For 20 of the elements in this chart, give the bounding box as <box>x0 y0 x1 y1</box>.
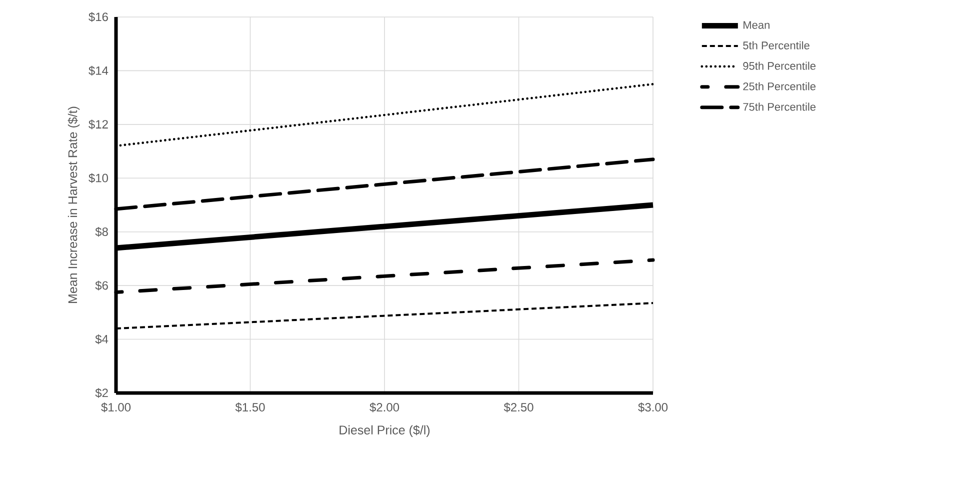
legend-label: 75th Percentile <box>743 102 816 111</box>
legend-label: 25th Percentile <box>743 82 816 90</box>
y-tick-label: $2 <box>95 388 108 398</box>
legend-label: Mean <box>744 21 770 29</box>
legend-label: 5th Percentile <box>743 41 810 50</box>
y-tick-label: $6 <box>95 280 108 290</box>
x-tick-label: $1.50 <box>235 402 265 412</box>
y-axis-title: Mean Increase in Harvest Rate ($/t) <box>68 106 80 303</box>
y-tick-label: $4 <box>95 334 108 344</box>
x-axis-title: Diesel Price ($/l) <box>340 425 430 437</box>
x-tick-label: $1.00 <box>101 402 131 412</box>
y-tick-label: $10 <box>88 173 108 183</box>
y-tick-label: $12 <box>88 120 108 130</box>
legend-label: 95th Percentile <box>743 62 816 70</box>
x-tick-label: $3.00 <box>638 402 668 412</box>
y-tick-label: $8 <box>95 226 108 237</box>
x-tick-label: $2.00 <box>370 402 400 412</box>
y-tick-label: $14 <box>88 66 108 76</box>
y-tick-label: $16 <box>88 12 108 22</box>
x-tick-label: $2.50 <box>504 402 534 412</box>
